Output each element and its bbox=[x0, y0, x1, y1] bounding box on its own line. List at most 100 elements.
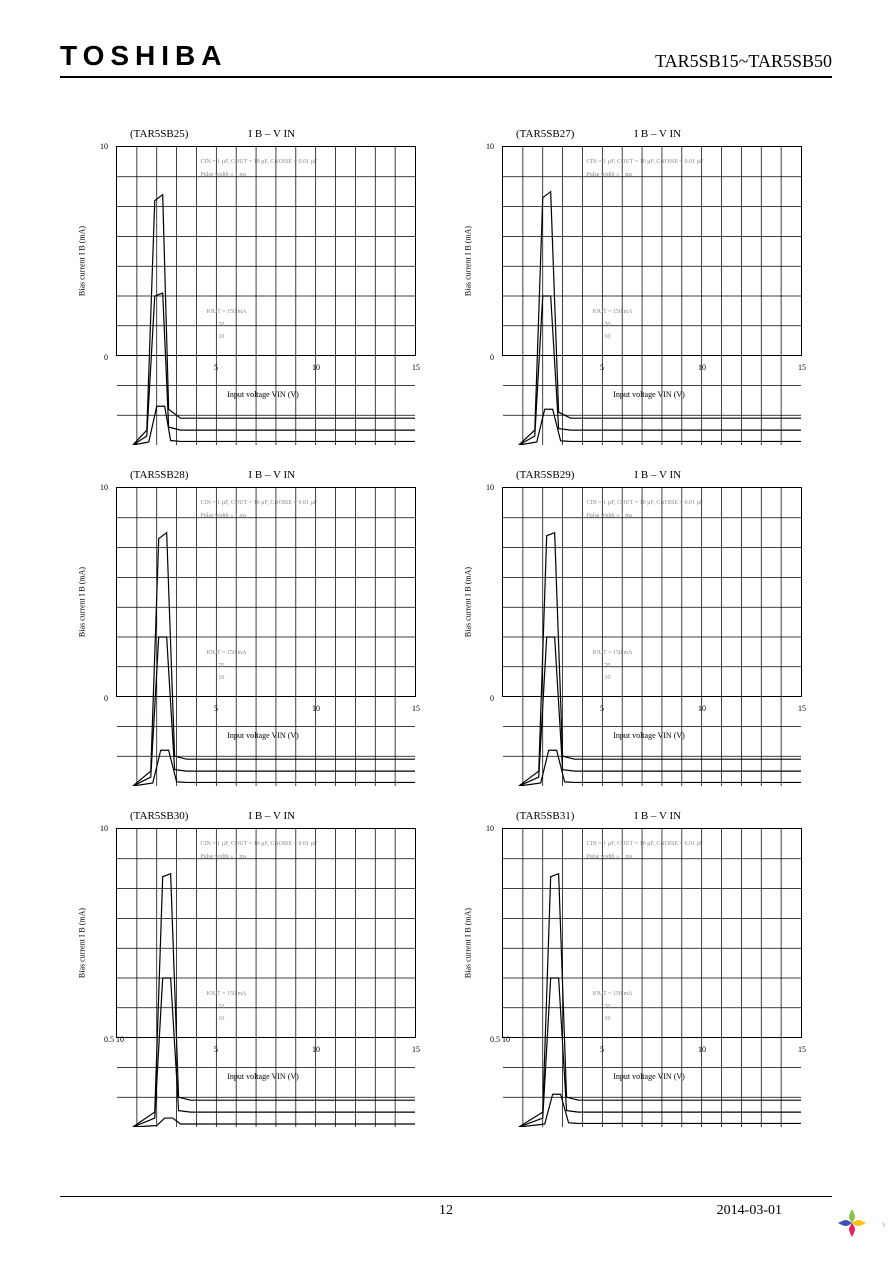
chart-plot-area: CIN = 1 µF, COUT = 10 µF, CNOISE = 0.01 … bbox=[502, 487, 802, 697]
curve-label: 10 bbox=[218, 334, 224, 340]
chart-conditions: Pulse width ≤ 1 ms bbox=[200, 172, 246, 178]
ytick: 10 bbox=[486, 824, 494, 833]
curve-10 bbox=[519, 409, 801, 445]
curve-label: 10 bbox=[604, 334, 610, 340]
xtick: 5 bbox=[214, 363, 218, 372]
chart-plot-area: CIN = 1 µF, COUT = 10 µF, CNOISE = 0.01 … bbox=[116, 487, 416, 697]
curve-150 bbox=[519, 874, 801, 1127]
chart-title: I B – V IN bbox=[248, 810, 295, 822]
chart-conditions: CIN = 1 µF, COUT = 10 µF, CNOISE = 0.01 … bbox=[586, 841, 703, 847]
curve-150 bbox=[133, 533, 415, 786]
curve-150 bbox=[519, 192, 801, 445]
chart-svg bbox=[117, 829, 415, 1127]
curve-label: 10 bbox=[218, 1016, 224, 1022]
curve-10 bbox=[133, 1118, 415, 1127]
curve-label: 10 bbox=[604, 1016, 610, 1022]
footer-rule bbox=[60, 1196, 832, 1197]
chart-cell: (TAR5SB29)I B – V INBias current I B (mA… bbox=[476, 469, 802, 740]
chart-conditions: Pulse width ≤ 1 ms bbox=[200, 513, 246, 519]
ytick: 0 bbox=[104, 694, 108, 703]
chart-cell: (TAR5SB27)I B – V INBias current I B (mA… bbox=[476, 128, 802, 399]
curve-label: 70 bbox=[218, 663, 224, 669]
curve-label: IOUT = 150 mA bbox=[592, 309, 632, 315]
chart-cell: (TAR5SB31)I B – V INBias current I B (mA… bbox=[476, 810, 802, 1081]
curve-70 bbox=[519, 296, 801, 445]
curve-10 bbox=[133, 406, 415, 445]
next-page-chevron-icon[interactable]: › bbox=[881, 1217, 886, 1233]
chart-ylabel: Bias current I B (mA) bbox=[78, 226, 87, 296]
chart-conditions: Pulse width ≤ 1 ms bbox=[586, 513, 632, 519]
xtick: 15 bbox=[798, 704, 806, 713]
chart-ylabel: Bias current I B (mA) bbox=[464, 226, 473, 296]
xtick: 10 bbox=[312, 1045, 320, 1054]
curve-70 bbox=[133, 293, 415, 445]
chart-part-label: (TAR5SB29) bbox=[516, 469, 574, 481]
curve-70 bbox=[133, 637, 415, 786]
charts-grid: (TAR5SB25) I B – V IN Bias current I B (mA… bbox=[60, 128, 832, 1081]
chart-conditions: Pulse width ≤ 1 ms bbox=[586, 854, 632, 860]
curve-label: IOUT = 150 mA bbox=[592, 650, 632, 656]
curve-label: 70 bbox=[604, 322, 610, 328]
xtick: 15 bbox=[412, 1045, 420, 1054]
chart-conditions: CIN = 1 µF, COUT = 10 µF, CNOISE = 0.01 … bbox=[200, 500, 317, 506]
chart-svg bbox=[503, 147, 801, 445]
chart-plot-area: CIN = 1 µF, COUT = 10 µF, CNOISE = 0.01 … bbox=[116, 828, 416, 1038]
curve-10 bbox=[133, 750, 415, 786]
xtick: 5 bbox=[214, 704, 218, 713]
chart-title: I B – V IN bbox=[248, 128, 295, 140]
chart-conditions: Pulse width ≤ 1 ms bbox=[200, 854, 246, 860]
chart-plot-area: CIN = 1 µF, COUT = 10 µF, CNOISE = 0.01 … bbox=[116, 146, 416, 356]
xtick: 10 bbox=[698, 1045, 706, 1054]
ytick: 10 bbox=[100, 824, 108, 833]
chart-title: I B – V IN bbox=[634, 128, 681, 140]
xtick: 10 bbox=[698, 363, 706, 372]
ytick: 10 bbox=[486, 483, 494, 492]
ytick: 0 bbox=[104, 353, 108, 362]
ytick: 10 bbox=[100, 142, 108, 151]
chart-ylabel: Bias current I B (mA) bbox=[78, 567, 87, 637]
ytick: 10 bbox=[100, 483, 108, 492]
chart-ylabel: Bias current I B (mA) bbox=[464, 567, 473, 637]
chart-title: I B – V IN bbox=[248, 469, 295, 481]
curve-150 bbox=[133, 195, 415, 445]
chart-conditions: CIN = 1 µF, COUT = 10 µF, CNOISE = 0.01 … bbox=[200, 841, 317, 847]
brand-logo: TOSHIBA bbox=[60, 40, 228, 72]
chart-svg bbox=[503, 488, 801, 786]
chart-plot-area: CIN = 1 µF, COUT = 10 µF, CNOISE = 0.01 … bbox=[502, 828, 802, 1038]
curve-label: 10 bbox=[218, 675, 224, 681]
xtick: 5 bbox=[600, 704, 604, 713]
chart-svg bbox=[503, 829, 801, 1127]
curve-label: 10 bbox=[604, 675, 610, 681]
xtick: 10 bbox=[312, 363, 320, 372]
xtick: 15 bbox=[798, 363, 806, 372]
xtick: 10 bbox=[698, 704, 706, 713]
curve-label: IOUT = 150 mA bbox=[206, 309, 246, 315]
ytick: 10 bbox=[486, 142, 494, 151]
chart-part-label: (TAR5SB30) bbox=[130, 810, 188, 822]
xtick: 5 bbox=[600, 363, 604, 372]
xtick: 5 bbox=[600, 1045, 604, 1054]
chart-ylabel: Bias current I B (mA) bbox=[464, 908, 473, 978]
curve-label: IOUT = 150 mA bbox=[206, 650, 246, 656]
curve-70 bbox=[519, 978, 801, 1127]
chart-svg bbox=[117, 147, 415, 445]
curve-label: 70 bbox=[604, 1004, 610, 1010]
chart-title: I B – V IN bbox=[634, 810, 681, 822]
chart-plot-area: CIN = 1 µF, COUT = 10 µF, CNOISE = 0.01 … bbox=[502, 146, 802, 356]
curve-label: 70 bbox=[218, 1004, 224, 1010]
chart-part-label: (TAR5SB27) bbox=[516, 128, 574, 140]
chart-title: I B – V IN bbox=[634, 469, 681, 481]
chart-part-label: (TAR5SB25) bbox=[130, 128, 188, 140]
xtick: 10 bbox=[312, 704, 320, 713]
curve-label: IOUT = 150 mA bbox=[206, 991, 246, 997]
xtick: 15 bbox=[798, 1045, 806, 1054]
xtick: 5 bbox=[214, 1045, 218, 1054]
curve-label: 70 bbox=[604, 663, 610, 669]
chart-conditions: CIN = 1 µF, COUT = 10 µF, CNOISE = 0.01 … bbox=[586, 159, 703, 165]
curve-label: 70 bbox=[218, 322, 224, 328]
chart-svg bbox=[117, 488, 415, 786]
chart-part-label: (TAR5SB28) bbox=[130, 469, 188, 481]
page-header: TOSHIBA TAR5SB15~TAR5SB50 bbox=[60, 40, 832, 78]
curve-150 bbox=[133, 874, 415, 1127]
ytick: 0 bbox=[490, 353, 494, 362]
